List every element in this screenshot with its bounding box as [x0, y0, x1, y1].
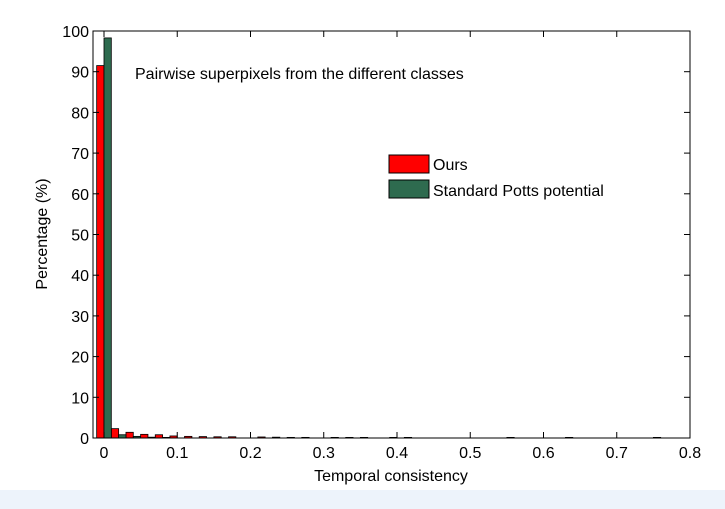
x-tick-label-3: 0.3 [313, 445, 335, 462]
bar-ours-1 [110, 428, 120, 439]
y-tick-label-4: 40 [71, 268, 89, 285]
x-tick-label-6: 0.6 [532, 445, 554, 462]
y-tick-label-7: 70 [71, 146, 89, 163]
y-tick-label-2: 20 [71, 350, 89, 367]
x-tick-label-8: 0.8 [679, 445, 701, 462]
legend-label-ours: Ours [433, 157, 468, 174]
legend-swatch-standard-potts [388, 179, 430, 199]
chart-annotation: Pairwise superpixels from the different … [135, 66, 464, 83]
x-tick-label-4: 0.4 [386, 445, 408, 462]
y-tick-label-3: 30 [71, 309, 89, 326]
x-tick-label-2: 0.2 [239, 445, 261, 462]
legend-label-standard-potts: Standard Potts potential [433, 183, 604, 200]
bar-ours-0 [96, 65, 105, 439]
bar-standard-potts-0 [103, 37, 112, 439]
axes-layer: 0 0.1 0.2 0.3 0.4 0.5 0.6 0.7 0.8 0 10 20 30 40 50 60 70… [62, 24, 701, 462]
bar-ours-2 [125, 431, 134, 439]
legend: Ours Standard Potts potential [388, 154, 604, 200]
y-tick-label-6: 60 [71, 187, 89, 204]
y-tick-label-0: 0 [80, 431, 89, 448]
x-tick-label-5: 0.5 [459, 445, 481, 462]
bar-ours-3 [140, 433, 149, 439]
y-tick-label-5: 50 [71, 228, 89, 245]
y-tick-label-8: 80 [71, 105, 89, 122]
x-tick-label-7: 0.7 [606, 445, 628, 462]
x-axis-label: Temporal consistency [314, 468, 468, 485]
y-tick-label-9: 90 [71, 65, 89, 82]
y-axis-label: Percentage (%) [34, 178, 51, 289]
legend-swatch-ours [388, 154, 430, 174]
y-tick-label-10: 100 [62, 24, 89, 41]
y-tick-label-1: 10 [71, 390, 89, 407]
x-tick-label-1: 0.1 [166, 445, 188, 462]
window-bottom-strip [0, 490, 725, 509]
x-tick-label-0: 0 [100, 445, 109, 462]
